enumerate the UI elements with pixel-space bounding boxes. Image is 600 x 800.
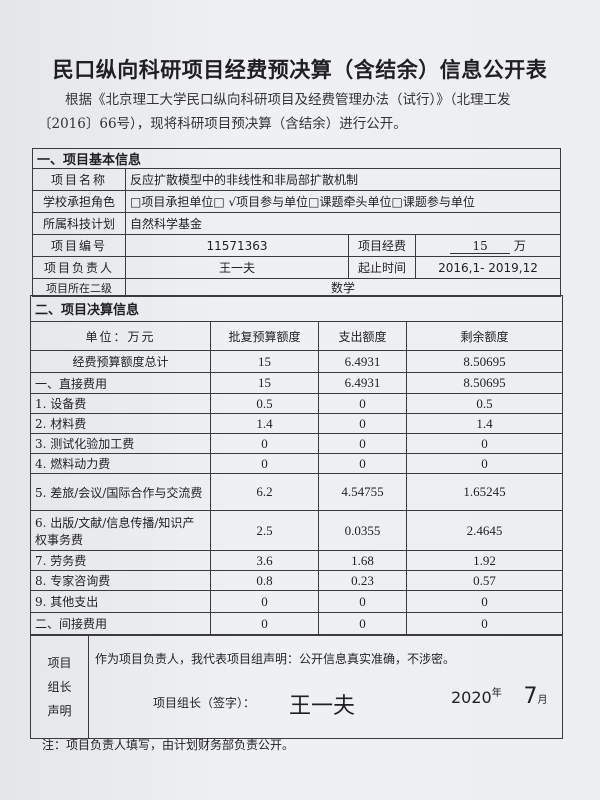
spent-cell: 1.68 (318, 550, 407, 571)
row-item: 1. 设备费 (30, 393, 211, 414)
remaining-cell: 2.4645 (405, 510, 564, 551)
remaining-cell: 1.4 (405, 413, 564, 434)
sign-month: 7 (523, 684, 538, 709)
science-plan: 自然科学基金 (124, 212, 562, 235)
approved-cell: 0 (210, 612, 319, 635)
spent-cell: 0 (318, 433, 407, 454)
remaining-cell: 1.65245 (405, 473, 564, 511)
funding-label: 项目经费 (348, 234, 416, 257)
row-item: 7. 劳务费 (30, 550, 211, 571)
approved-cell: 0 (210, 453, 319, 474)
table-row: 经费预算额度总计 15 6.4931 8.50695 (30, 350, 564, 373)
remaining-cell: 0 (405, 612, 564, 635)
declaration-statement: 作为项目负责人，我代表项目组声明：公开信息真实准确，不涉密。 (95, 652, 456, 666)
project-leader: 王一夫 (125, 256, 349, 279)
remaining-cell: 8.50695 (405, 372, 564, 394)
signature: 王一夫 (289, 694, 356, 719)
remaining-cell: 0.5 (405, 393, 564, 414)
project-funding: 15 万 (414, 234, 562, 257)
sign-date: 2020年 7月 7日 (451, 684, 562, 709)
discipline-label: 项目所在二级 (32, 278, 126, 297)
table-row: 9. 其他支出 0 0 0 (30, 590, 564, 613)
footnote: 注：项目负责人填写，由计划财务部负责公开。 (42, 738, 295, 752)
declaration-label: 项目组长声明 (30, 635, 89, 739)
approved-cell: 3.6 (210, 550, 319, 571)
approved-cell: 0 (210, 590, 319, 613)
intro-paragraph: 根据《北京理工大学民口纵向科研项目及经费管理办法（试行）》（北理工发〔2016〕… (38, 92, 511, 132)
spent-cell: 0.23 (318, 570, 407, 591)
header-remaining: 剩余额度 (405, 321, 564, 351)
approved-cell: 15 (210, 372, 319, 394)
sign-year: 2020 (451, 688, 492, 707)
remaining-cell: 1.92 (405, 550, 564, 571)
period-label: 起止时间 (348, 256, 416, 279)
remaining-cell: 0 (405, 433, 564, 454)
remaining-cell: 0 (405, 590, 564, 613)
approved-cell: 0.8 (210, 570, 319, 591)
spent-cell: 0.0355 (318, 510, 407, 551)
declaration-table: 项目组长声明 作为项目负责人，我代表项目组声明：公开信息真实准确，不涉密。 项目… (30, 635, 563, 739)
row-item: 2. 材料费 (30, 413, 211, 434)
row-item: 6. 出版/文献/信息传播/知识产权事务费 (30, 510, 211, 551)
project-number: 11571363 (125, 234, 349, 257)
row-item: 8. 专家咨询费 (30, 570, 211, 591)
remaining-cell: 8.50695 (405, 350, 564, 373)
header-spent: 支出额度 (318, 321, 407, 351)
table-row: 6. 出版/文献/信息传播/知识产权事务费 2.5 0.0355 2.4645 (30, 510, 564, 551)
section-basic-info: 一、项目基本信息 (31, 148, 562, 169)
spent-cell: 0 (318, 413, 407, 434)
sign-label: 项目组长（签字）： (153, 696, 256, 710)
name-label: 项目名称 (32, 168, 126, 191)
funding-value: 15 (450, 239, 511, 254)
school-role: □项目承担单位□ √项目参与单位□课题牵头单位□课题参与单位 (124, 190, 562, 213)
discipline: 数学 (124, 278, 562, 297)
approved-cell: 15 (210, 350, 319, 373)
approved-cell: 2.5 (210, 510, 319, 551)
leader-label: 项目负责人 (32, 256, 126, 279)
spent-cell: 0 (318, 590, 407, 613)
approved-cell: 0 (210, 433, 319, 454)
approved-cell: 6.2 (210, 473, 319, 511)
table-row: 8. 专家咨询费 0.8 0.23 0.57 (30, 570, 564, 591)
spent-cell: 6.4931 (318, 350, 407, 373)
remaining-cell: 0 (405, 453, 564, 474)
page-title: 民口纵向科研项目经费预决算（含结余）信息公开表 (52, 58, 548, 82)
funding-unit: 万 (513, 239, 526, 253)
table-row: 7. 劳务费 3.6 1.68 1.92 (30, 550, 564, 571)
header-unit: 单位：万元 (30, 321, 211, 351)
budget-table: 二、项目决算信息 单位：万元 批复预算额度 支出额度 剩余额度 经费预算额度总计… (29, 295, 564, 635)
table-row: 5. 差旅/会议/国际合作与交流费 6.2 4.54755 1.65245 (30, 473, 564, 511)
role-label: 学校承担角色 (32, 190, 126, 213)
spent-cell: 0 (318, 453, 407, 474)
row-item: 4. 燃料动力费 (30, 453, 211, 474)
row-item: 经费预算额度总计 (30, 350, 211, 373)
month-unit: 月 (537, 695, 548, 706)
approved-cell: 1.4 (210, 413, 319, 434)
row-item: 3. 测试化验加工费 (30, 433, 211, 454)
row-item: 5. 差旅/会议/国际合作与交流费 (30, 473, 211, 511)
basic-info-table: 一、项目基本信息 项目名称 反应扩散模型中的非线性和非局部扩散机制 学校承担角色 □… (31, 148, 562, 297)
table-row: 一、直接费用 15 6.4931 8.50695 (30, 372, 564, 394)
year-unit: 年 (491, 688, 502, 699)
approved-cell: 0.5 (210, 393, 319, 414)
table-row: 4. 燃料动力费 0 0 0 (30, 453, 564, 474)
project-name: 反应扩散模型中的非线性和非局部扩散机制 (124, 168, 562, 191)
spent-cell: 4.54755 (318, 473, 407, 511)
section-budget: 二、项目决算信息 (29, 295, 564, 322)
project-period: 2016,1- 2019,12 (414, 256, 562, 279)
table-row: 2. 材料费 1.4 0 1.4 (30, 413, 564, 434)
table-row: 1. 设备费 0.5 0 0.5 (30, 393, 564, 414)
number-label: 项目编号 (32, 234, 126, 257)
remaining-cell: 0.57 (405, 570, 564, 591)
spent-cell: 0 (318, 393, 407, 414)
plan-label: 所属科技计划 (32, 212, 126, 235)
row-item: 9. 其他支出 (30, 590, 211, 613)
table-row: 3. 测试化验加工费 0 0 0 (30, 433, 564, 454)
spent-cell: 0 (318, 612, 407, 635)
table-row: 二、间接费用 0 0 0 (30, 612, 564, 635)
spent-cell: 6.4931 (318, 372, 407, 394)
header-approved: 批复预算额度 (210, 321, 319, 351)
row-item: 二、间接费用 (30, 612, 211, 635)
row-item: 一、直接费用 (30, 372, 211, 394)
